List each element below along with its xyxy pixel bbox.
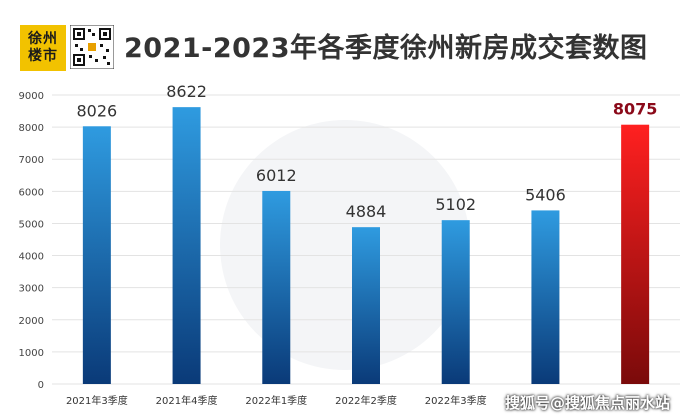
x-tick-label: 2021年3季度 xyxy=(66,394,128,407)
data-label: 4884 xyxy=(346,202,387,221)
y-tick-label: 5000 xyxy=(19,219,44,230)
bar xyxy=(621,124,650,385)
brand-logo: 徐州 楼市 xyxy=(20,25,66,71)
bar xyxy=(352,227,380,384)
y-tick-label: 1000 xyxy=(19,348,44,359)
data-label: 8622 xyxy=(166,82,207,101)
logo-line2: 楼市 xyxy=(28,48,58,64)
y-tick-label: 6000 xyxy=(19,187,44,198)
y-tick-label: 4000 xyxy=(19,252,44,263)
x-tick-label: 2022年1季度 xyxy=(245,394,307,407)
data-label: 8075 xyxy=(613,100,658,119)
data-label: 5102 xyxy=(435,195,476,214)
bar xyxy=(82,126,111,385)
bar xyxy=(172,107,201,384)
watermark-circle xyxy=(220,120,470,370)
bar xyxy=(262,190,291,384)
y-tick-label: 2000 xyxy=(19,316,44,327)
header: 徐州 楼市 2021-2023年各季度徐州新房成交套数图 xyxy=(0,0,693,80)
y-tick-label: 9000 xyxy=(19,91,44,102)
y-tick-label: 0 xyxy=(38,380,44,391)
data-label: 5406 xyxy=(525,185,566,204)
x-tick-label: 2022年2季度 xyxy=(335,394,397,407)
y-tick-label: 8000 xyxy=(19,123,44,134)
watermark-text: 搜狐号@搜狐焦点丽水站 xyxy=(505,394,671,412)
data-label: 8026 xyxy=(76,101,117,120)
qr-code-icon xyxy=(70,25,114,69)
y-tick-label: 3000 xyxy=(19,284,44,295)
chart-title: 2021-2023年各季度徐州新房成交套数图 xyxy=(124,33,648,64)
bar xyxy=(531,210,560,384)
bar xyxy=(441,220,470,384)
data-label: 6012 xyxy=(256,166,297,185)
logo-line1: 徐州 xyxy=(28,31,58,47)
y-tick-label: 7000 xyxy=(19,155,44,166)
x-tick-label: 2021年4季度 xyxy=(156,394,218,407)
x-tick-label: 2022年3季度 xyxy=(425,394,487,407)
